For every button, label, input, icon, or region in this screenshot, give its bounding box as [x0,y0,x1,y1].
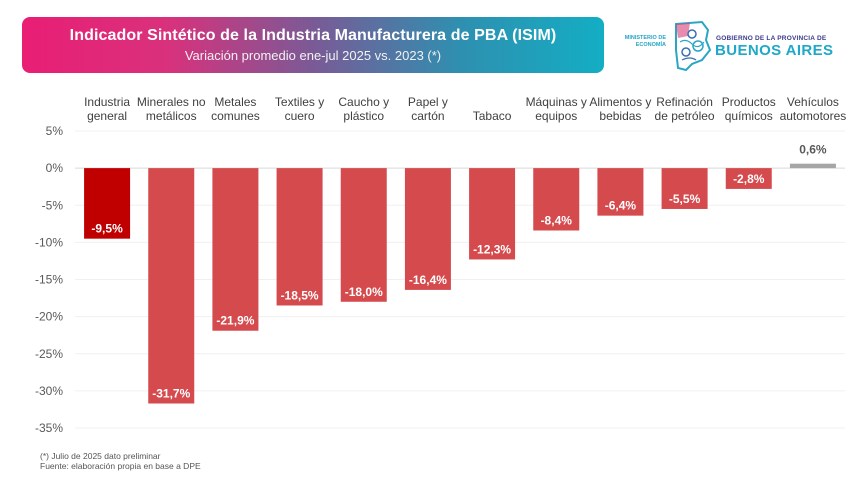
data-label: -8,4% [541,213,573,227]
data-label: -18,0% [345,285,383,299]
bar [533,168,580,231]
y-tick-label: 0% [46,161,64,175]
y-tick-label: -5% [42,198,64,212]
gridlines [75,130,845,429]
data-label: -12,3% [473,242,511,256]
category-label: de petróleo [655,109,715,123]
bar [725,168,772,189]
y-tick-label: -20% [35,310,63,324]
data-label: -18,5% [281,288,319,302]
source-note: Fuente: elaboración propia en base a DPE [40,461,201,471]
government-label: GOBIERNO DE LA PROVINCIA DE [716,35,827,42]
province-label: BUENOS AIRES [715,42,834,59]
data-label: -16,4% [409,273,447,287]
category-label: plástico [343,109,384,123]
y-tick-label: -35% [35,421,63,435]
buenos-aires-province-map-icon [675,20,712,72]
title-banner: Indicador Sintético de la Industria Manu… [22,17,604,73]
category-label: bebidas [599,109,641,123]
government-logo: MINISTERIO DE ECONOMÍA GOBIERNO DE LA PR… [616,18,846,74]
bar [661,168,708,209]
data-label: -6,4% [605,199,637,213]
chart-title: Indicador Sintético de la Industria Manu… [69,27,557,44]
bar [469,168,516,260]
category-label: Máquinas y [526,95,587,109]
bars [84,163,836,404]
bar [84,168,131,239]
category-label: Productos [722,95,776,109]
bar [148,168,195,404]
category-label: Caucho y [338,95,389,109]
category-label: Vehículos [787,95,839,109]
category-label: Metales [214,95,256,109]
data-label: -9,5% [91,222,123,236]
bar [404,168,451,290]
category-label: equipos [535,109,577,123]
bar [340,168,387,302]
y-tick-label: -15% [35,273,63,287]
ministry-label: MINISTERIO DE ECONOMÍA [616,35,666,49]
y-tick-label: -10% [35,235,63,249]
category-label: químicos [725,109,773,123]
category-label: Minerales no [137,95,206,109]
ministry-line-1: MINISTERIO DE [624,35,666,41]
category-label: general [87,109,127,123]
ministry-line-2: ECONOMÍA [635,42,666,48]
data-label: -2,8% [733,172,765,186]
data-label: -5,5% [669,192,701,206]
bar [276,168,323,306]
data-labels: -9,5% -31,7% -21,9% -18,5% -18,0% -16,4% -12,3… [91,143,827,401]
bar [789,163,836,169]
y-tick-label: -25% [35,347,63,361]
category-label: Industria [84,95,130,109]
data-label: -21,9% [216,314,254,328]
y-axis: 5% 0% -5% -10% -15% -20% -25% -30% -35% [35,124,63,435]
y-tick-label: -30% [35,384,63,398]
y-tick-label: 5% [46,124,64,138]
preliminary-note: (*) Julio de 2025 dato preliminar [40,451,161,461]
category-label: metálicos [146,109,197,123]
data-label: -31,7% [152,386,190,400]
category-label: Textiles y [275,95,324,109]
footnotes: (*) Julio de 2025 dato preliminar Fuente… [40,451,201,471]
bar [597,168,644,216]
category-label: cartón [411,109,444,123]
category-label: comunes [211,109,260,123]
bar [212,168,259,331]
category-label: Refinación [656,95,713,109]
category-label: Tabaco [473,109,512,123]
category-label: automotores [780,109,847,123]
category-label: cuero [285,109,315,123]
category-label: Papel y [408,95,448,109]
chart-subtitle: Variación promedio ene-jul 2025 vs. 2023… [184,48,442,63]
data-label: 0,6% [799,143,827,157]
category-label: Alimentos y [589,95,651,109]
